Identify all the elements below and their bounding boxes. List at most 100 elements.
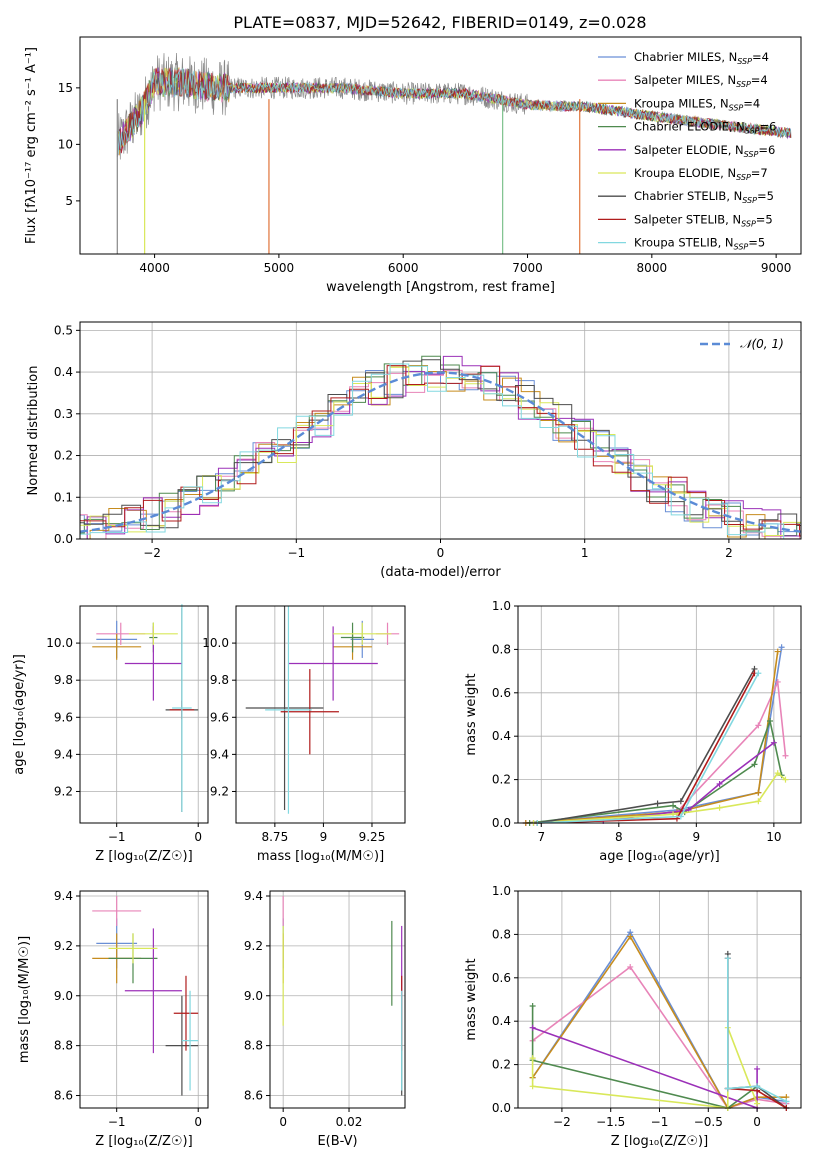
legend-label-text: Chabrier ELODIE, N [634, 120, 745, 134]
y-tick-label: 0.4 [54, 365, 73, 379]
histogram-kroupa_stelib [80, 363, 801, 539]
y-tick-label: 9.2 [54, 939, 73, 953]
marker-chabrier_elodie [529, 1003, 536, 1010]
marker-salpeter_miles [627, 963, 634, 970]
marker-kroupa_elodie [774, 770, 781, 777]
legend-label-text: Chabrier MILES, N [634, 50, 737, 64]
gaussian-curve [80, 371, 801, 533]
marker-kroupa_stelib [783, 1098, 790, 1105]
marker-kroupa_miles [627, 933, 634, 940]
histogram-lines [80, 355, 801, 539]
legend-label: Salpeter STELIB, NSSP=5 [634, 212, 773, 228]
histogram-salpeter_stelib [80, 365, 801, 537]
x-tick-label: 0 [437, 546, 445, 560]
legend-label-eq: =4 [751, 73, 768, 87]
y-tick-label: 9.2 [210, 784, 229, 798]
legend-label-eq: =4 [752, 50, 769, 64]
mass-vs-metallicity-panel: −1 0 8.6 8.8 9.0 9.2 9.4 Z [log₁₀(Z/Z☉)] mass [l… [17, 889, 209, 1149]
x-axis-label: age [log₁₀(age/yr)] [599, 849, 720, 864]
legend-label: Kroupa STELIB, NSSP=5 [634, 236, 765, 252]
legend-label-sub: SSP [737, 57, 752, 66]
y-tick-label: 15 [58, 81, 73, 95]
legend-label-eq: =5 [756, 212, 773, 226]
x-tick-label: 7000 [512, 261, 543, 275]
x-tick-label: 0 [194, 830, 202, 844]
y-tick-label: 1.0 [492, 884, 511, 898]
y-tick-label: 1.0 [492, 599, 511, 613]
x-tick-label: 8 [615, 830, 623, 844]
marker-kroupa_miles [774, 648, 781, 655]
x-tick-label: 7 [537, 830, 545, 844]
y-tick-label: 9.4 [54, 889, 73, 903]
y-axis-label: Flux [fλ10⁻¹⁷ erg cm⁻² s⁻¹ A⁻¹] [24, 47, 39, 244]
legend-label-text: Kroupa STELIB, N [634, 236, 734, 250]
x-tick-label: 10 [766, 830, 781, 844]
x-axis-label: E(B-V) [317, 1134, 357, 1149]
legend-label-eq: =4 [743, 96, 760, 110]
y-tick-label: 5 [65, 194, 73, 208]
x-tick-label: 0 [753, 1115, 761, 1129]
spectrum-lines [116, 52, 792, 254]
legend-label-sub: SSP [734, 243, 749, 252]
legend-label-sub: SSP [745, 127, 760, 136]
y-tick-label: 0.8 [492, 642, 511, 656]
x-tick-label: −0.5 [694, 1115, 723, 1129]
x-tick-label: −1 [108, 1115, 126, 1129]
y-tick-label: 8.8 [244, 1039, 263, 1053]
y-tick-label: 0.2 [492, 1058, 511, 1072]
x-tick-label: −1 [287, 546, 305, 560]
legend-label: Kroupa ELODIE, NSSP=7 [634, 166, 768, 182]
marker-chabrier_miles [778, 644, 785, 651]
series-line-salpeter_miles [525, 678, 787, 824]
marker-kroupa_stelib [754, 1083, 761, 1090]
marker-salpeter_miles [782, 752, 789, 759]
y-axis-label: mass weight [464, 673, 479, 755]
y-tick-label: 0.5 [54, 323, 73, 337]
x-tick-label: 0.02 [336, 1115, 363, 1129]
legend-label-text: Kroupa MILES, N [634, 96, 729, 110]
legend-label: Kroupa MILES, NSSP=4 [634, 96, 760, 112]
y-tick-label: 8.6 [54, 1089, 73, 1103]
y-tick-label: 0.0 [492, 816, 511, 830]
y-tick-label: 9.6 [54, 710, 73, 724]
series-line-chabrier_elodie [529, 718, 783, 824]
y-tick-label: 0.4 [492, 1014, 511, 1028]
legend-label-text: Salpeter MILES, N [634, 73, 736, 87]
marker-kroupa_elodie [529, 1083, 536, 1090]
y-tick-label: 8.6 [244, 1089, 263, 1103]
marker-kroupa_stelib [724, 955, 731, 962]
mass-weight-vs-age-panel: 7 8 9 10 0.0 0.2 0.4 0.6 0.8 1.0 age [log₁₀(age/yr… [464, 599, 802, 864]
marker-kroupa_stelib [755, 670, 762, 677]
legend-label: 𝒩(0, 1) [740, 337, 784, 351]
x-tick-label: −2 [143, 546, 161, 560]
x-tick-label: 5000 [264, 261, 295, 275]
x-axis-label: wavelength [Angstrom, rest frame] [326, 280, 555, 295]
y-tick-label: 9.4 [244, 889, 263, 903]
y-tick-label: 0.6 [492, 971, 511, 985]
y-tick-label: 0.0 [492, 1101, 511, 1115]
axes-frame [235, 605, 406, 824]
axes-frame [517, 605, 802, 824]
marker-kroupa_stelib [677, 813, 684, 820]
x-tick-label: 1 [581, 546, 589, 560]
x-axis-label: mass [log₁₀(M/M☉)] [257, 849, 384, 864]
x-axis-label: Z [log₁₀(Z/Z☉)] [95, 849, 192, 864]
y-tick-label: 9.4 [210, 747, 229, 761]
legend-label-text: Salpeter STELIB, N [634, 212, 741, 226]
y-tick-label: 0.4 [492, 729, 511, 743]
legend-label: Chabrier ELODIE, NSSP=6 [634, 120, 776, 136]
legend-label: Chabrier MILES, NSSP=4 [634, 50, 769, 66]
axes-frame [269, 890, 406, 1109]
marker-salpeter_elodie [529, 1024, 536, 1031]
x-tick-label: −2 [553, 1115, 571, 1129]
x-tick-label: 9000 [761, 261, 792, 275]
mass-weight-vs-metallicity-panel: −2 −1.5 −1 −0.5 0 0.0 0.2 0.4 0.6 0.8 1.0 Z [log₁₀(… [464, 884, 802, 1149]
x-tick-label: 6000 [388, 261, 419, 275]
model-spectrum-salpeter_stelib [116, 67, 791, 154]
legend-label-sub: SSP [744, 150, 759, 159]
mass-vs-ebv-panel: 0 0.02 8.6 8.8 9.0 9.2 9.4 E(B-V) [244, 889, 406, 1149]
marker-salpeter_elodie [754, 1065, 761, 1072]
legend-label-eq: =6 [760, 120, 777, 134]
x-tick-label: 2 [725, 546, 733, 560]
x-axis-label: (data-model)/error [380, 565, 501, 580]
